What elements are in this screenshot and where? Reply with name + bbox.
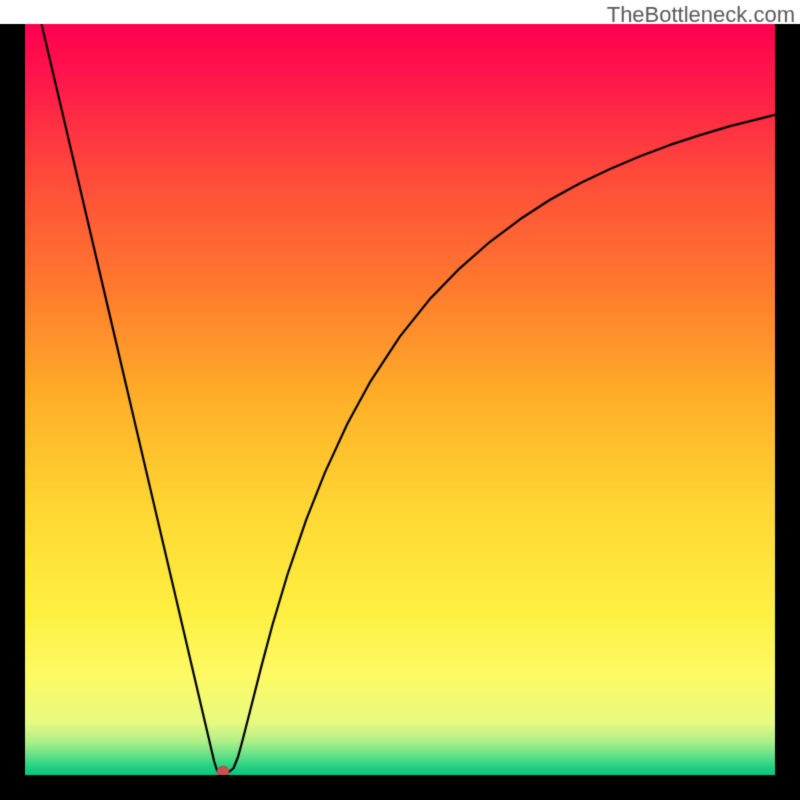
chart-container — [0, 0, 800, 800]
chart-canvas — [0, 0, 800, 800]
